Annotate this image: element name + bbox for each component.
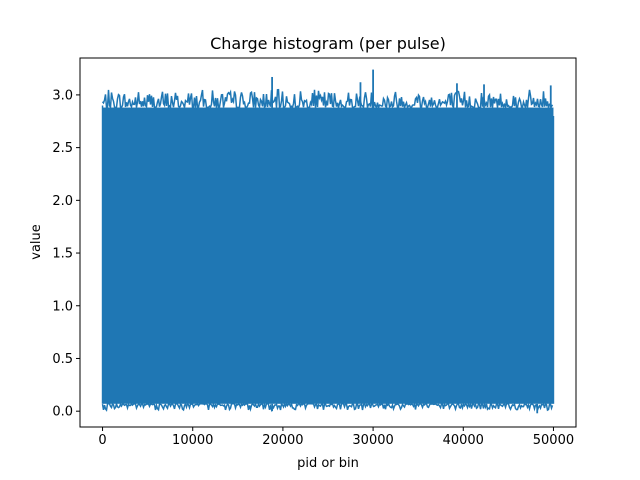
series-bottom-edge — [101, 400, 554, 413]
chart-title: Charge histogram (per pulse) — [210, 34, 446, 53]
x-tick-label: 10000 — [172, 433, 213, 448]
y-tick-label: 0.0 — [52, 405, 73, 420]
x-tick-label: 50000 — [533, 433, 574, 448]
y-axis-ticks: 0.0 0.5 1.0 1.5 2.0 2.5 3.0 — [52, 88, 80, 420]
series-top-edge — [101, 88, 554, 111]
y-tick-label: 1.0 — [52, 299, 73, 314]
y-tick-label: 1.5 — [52, 247, 73, 262]
x-tick-label: 40000 — [443, 433, 484, 448]
y-tick-label: 0.5 — [52, 352, 73, 367]
y-tick-label: 2.5 — [52, 141, 73, 156]
x-axis-label: pid or bin — [297, 456, 359, 471]
plot-frame — [79, 57, 577, 428]
y-tick-label: 3.0 — [52, 88, 73, 103]
x-tick-label: 0 — [98, 433, 106, 448]
y-tick-label: 2.0 — [52, 194, 73, 209]
plot-data — [101, 69, 555, 414]
series-band — [102, 107, 554, 404]
x-tick-label: 20000 — [262, 433, 303, 448]
x-tick-label: 30000 — [352, 433, 393, 448]
x-axis-ticks: 0 10000 20000 30000 40000 50000 — [98, 427, 574, 448]
y-axis-label: value — [29, 224, 44, 260]
